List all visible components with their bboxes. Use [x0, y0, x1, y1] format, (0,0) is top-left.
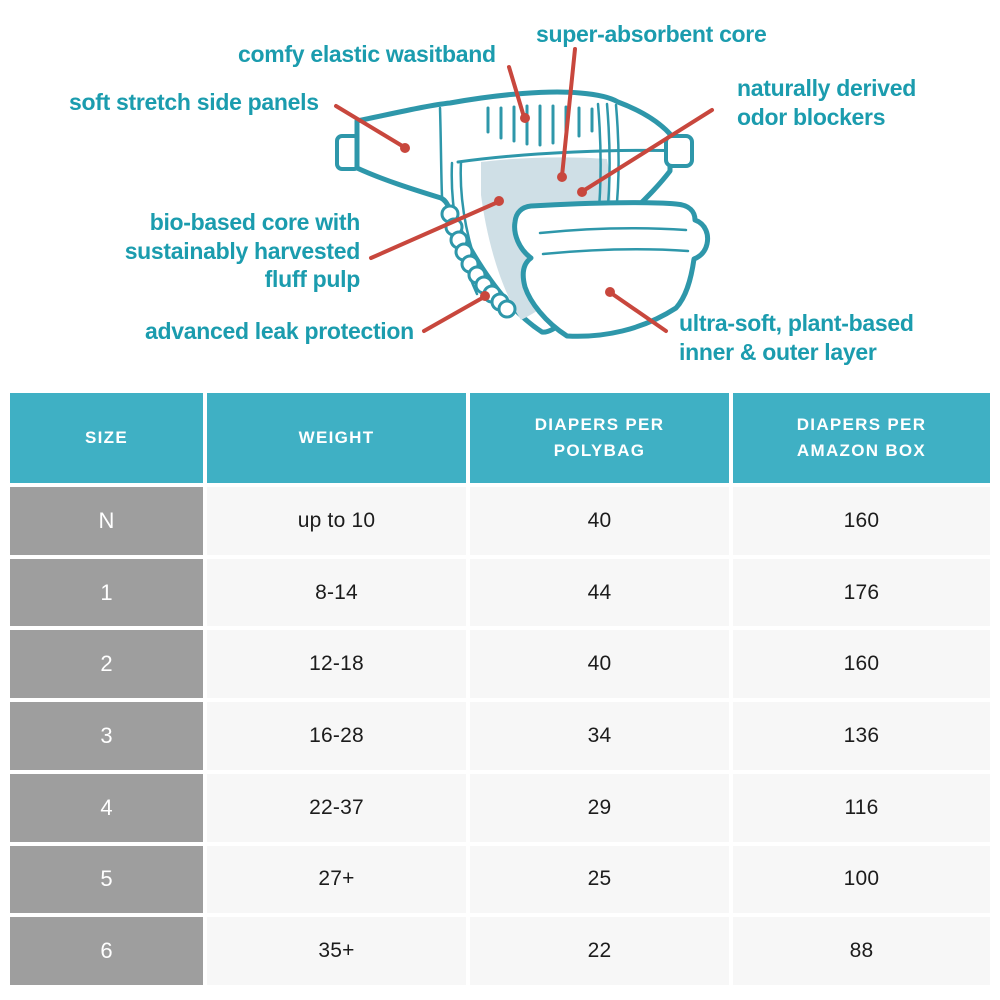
- label-line: naturally derived: [737, 75, 916, 101]
- row-0-per-amazon-box: 160: [733, 487, 990, 555]
- row-1-per-amazon-box: 176: [733, 558, 990, 627]
- front-panel: [512, 200, 711, 339]
- header-line: WEIGHT: [298, 427, 375, 447]
- row-4-per-amazon-box: 116: [733, 773, 990, 842]
- label-soft-stretch-side-panels: soft stretch side panels: [69, 88, 319, 117]
- diaper-diagram: soft stretch side panels comfy elastic w…: [0, 0, 1000, 385]
- row-0-size: N: [10, 487, 203, 555]
- column-header-weight: WEIGHT: [207, 393, 466, 483]
- row-2-per-amazon-box: 160: [733, 630, 990, 699]
- label-line: fluff pulp: [264, 266, 361, 293]
- label-line: bio-based core with: [149, 209, 361, 235]
- callout-dot: [400, 143, 410, 153]
- callout-dot: [480, 291, 490, 301]
- row-1-per-polybag: 44: [470, 558, 729, 627]
- callout-dot: [520, 113, 530, 123]
- column-header-diapers-per-polybag: DIAPERS PER POLYBAG: [470, 393, 729, 483]
- label-comfy-elastic-waistband: comfy elastic wasitband: [238, 40, 496, 69]
- label-line: super-absorbent core: [536, 21, 767, 47]
- column-header-diapers-per-amazon-box: DIAPERS PER AMAZON BOX: [733, 393, 990, 483]
- row-3-weight: 16-28: [207, 702, 466, 770]
- waistband-inner-edge: [456, 148, 690, 164]
- row-3-size: 3: [10, 702, 203, 770]
- row-0-weight: up to 10: [207, 487, 466, 555]
- callout-lines: [334, 47, 714, 333]
- diaper-illustration: [334, 47, 714, 339]
- size-chart-table: SIZE WEIGHT DIAPERS PER POLYBAG DIAPERS …: [10, 393, 990, 985]
- row-4-size: 4: [10, 773, 203, 842]
- label-bio-based-core: bio-based core with sustainably harveste…: [124, 208, 361, 294]
- row-6-weight: 35+: [207, 917, 466, 985]
- label-line: advanced leak protection: [145, 318, 414, 344]
- header-line: SIZE: [85, 427, 128, 447]
- row-5-weight: 27+: [207, 845, 466, 914]
- callout-dot: [577, 187, 587, 197]
- row-2-per-polybag: 40: [470, 630, 729, 699]
- row-5-per-amazon-box: 100: [733, 845, 990, 914]
- label-line: soft stretch side panels: [69, 89, 319, 115]
- row-5-size: 5: [10, 845, 203, 914]
- row-2-weight: 12-18: [207, 630, 466, 699]
- row-6-per-polybag: 22: [470, 917, 729, 985]
- waistband-elastic-lines: [486, 104, 594, 147]
- callout-line: [334, 104, 406, 149]
- label-advanced-leak-protection: advanced leak protection: [145, 317, 414, 346]
- row-1-size: 1: [10, 558, 203, 627]
- row-3-per-polybag: 34: [470, 702, 729, 770]
- right-tab: [664, 134, 694, 168]
- callout-line: [507, 65, 526, 119]
- row-6-per-amazon-box: 88: [733, 917, 990, 985]
- row-1-weight: 8-14: [207, 558, 466, 627]
- callout-line: [609, 291, 668, 333]
- row-0-per-polybag: 40: [470, 487, 729, 555]
- row-2-size: 2: [10, 630, 203, 699]
- callout-line: [369, 200, 500, 260]
- header-line: DIAPERS PER: [796, 414, 927, 434]
- label-line: comfy elastic wasitband: [238, 41, 496, 67]
- header-line: AMAZON BOX: [796, 441, 927, 460]
- column-header-size: SIZE: [10, 393, 203, 483]
- diaper-outline: [335, 89, 711, 339]
- callout-dot: [494, 196, 504, 206]
- row-5-per-polybag: 25: [470, 845, 729, 914]
- label-ultra-soft-layers: ultra-soft, plant-based inner & outer la…: [679, 309, 914, 366]
- callout-line: [422, 295, 486, 333]
- callout-dot: [605, 287, 615, 297]
- label-line: sustainably harvested: [124, 237, 361, 264]
- label-naturally-derived-odor-blockers: naturally derived odor blockers: [737, 74, 916, 131]
- header-line: POLYBAG: [553, 441, 646, 460]
- label-line: odor blockers: [737, 103, 886, 130]
- callout-line: [581, 108, 714, 193]
- label-line: inner & outer layer: [679, 338, 877, 365]
- row-4-per-polybag: 29: [470, 773, 729, 842]
- callout-dot: [557, 172, 567, 182]
- label-line: ultra-soft, plant-based: [679, 310, 914, 336]
- front-panel-fold-lines: [538, 227, 690, 256]
- callout-line: [560, 47, 577, 178]
- label-super-absorbent-core: super-absorbent core: [536, 20, 767, 49]
- header-line: DIAPERS PER: [534, 414, 665, 434]
- row-4-weight: 22-37: [207, 773, 466, 842]
- row-3-per-amazon-box: 136: [733, 702, 990, 770]
- row-6-size: 6: [10, 917, 203, 985]
